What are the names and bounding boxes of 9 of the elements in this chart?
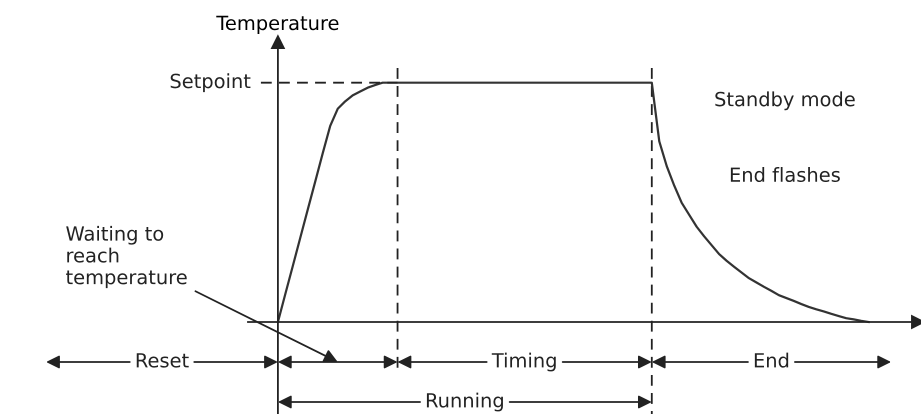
y-axis-title: Temperature bbox=[216, 16, 338, 34]
text: Reset bbox=[136, 353, 189, 368]
ref-line-label: Setpoint bbox=[170, 73, 250, 92]
annotation: Standby mode bbox=[715, 91, 855, 110]
text: End bbox=[754, 352, 788, 368]
annotation: End flashes bbox=[730, 166, 840, 182]
text: Timing bbox=[492, 352, 556, 372]
text: Running bbox=[426, 392, 503, 412]
annotation: Waiting to reach temperature bbox=[66, 226, 187, 288]
